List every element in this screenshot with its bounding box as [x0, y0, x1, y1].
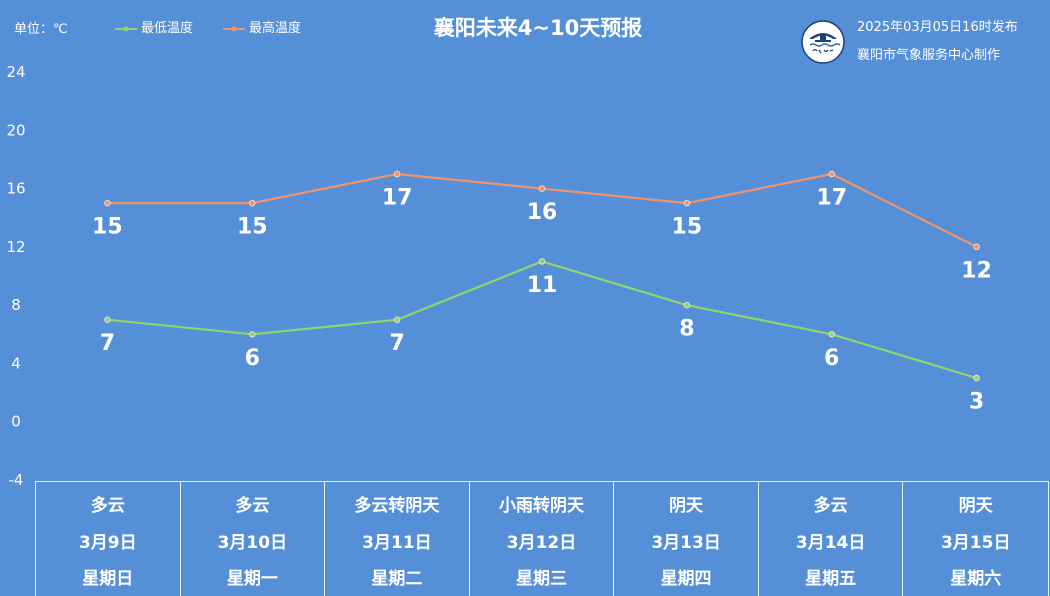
min-temp-data-label: 6 [245, 346, 260, 371]
weather-text: 阴天 [669, 496, 704, 516]
max-temp-data-label: 15 [672, 215, 703, 240]
min-temp-data-label: 7 [100, 331, 115, 356]
max-temp-data-label: 15 [237, 215, 268, 240]
legend-line-marker-icon [223, 26, 246, 32]
legend-line-marker-icon [115, 26, 137, 32]
weekday-text: 星期五 [805, 569, 857, 589]
weather-text: 多云 [90, 496, 125, 516]
chart-title: 襄阳未来4~10天预报 [433, 16, 643, 40]
legend-item-min-temp: 最低温度 [115, 20, 193, 38]
max-temp-point [538, 185, 546, 192]
publish-info: 2025年03月05日16时发布 襄阳市气象服务中心制作 [857, 14, 1018, 70]
weather-text: 多云 [813, 496, 848, 516]
weather-text: 小雨转阴天 [498, 496, 584, 516]
weather-text: 多云转阴天 [354, 496, 440, 516]
date-text: 3月14日 [795, 532, 866, 553]
legend-label-min-temp: 最低温度 [141, 21, 194, 36]
min-temp-point [249, 331, 256, 338]
weather-text: 多云 [235, 496, 270, 516]
max-temp-data-label: 17 [382, 186, 413, 211]
forecast-day-column: 多云 3月14日 星期五 [759, 482, 904, 596]
forecast-day-column: 阴天 3月13日 星期四 [614, 482, 759, 596]
weekday-text: 星期四 [660, 569, 712, 589]
y-tick-label: 16 [6, 180, 25, 198]
legend-label-max-temp: 最高温度 [249, 21, 302, 36]
weekday-text: 星期日 [82, 569, 134, 589]
min-temp-point [393, 316, 401, 323]
unit-label: 单位：℃ [14, 22, 68, 37]
min-temp-data-label: 3 [969, 390, 984, 415]
min-temp-point [683, 301, 691, 309]
date-text: 3月9日 [78, 532, 137, 553]
min-temp-point [973, 374, 980, 382]
min-temp-data-label: 11 [527, 273, 558, 298]
y-tick-label: -4 [9, 471, 24, 489]
max-temp-data-label: 16 [527, 200, 558, 225]
weather-text: 阴天 [958, 496, 993, 516]
max-temp-point [393, 170, 401, 178]
weather-service-logo [801, 20, 845, 64]
publish-time: 2025年03月05日16时发布 [857, 20, 1018, 35]
chart-legend: 最低温度 最高温度 [115, 20, 301, 38]
date-text: 3月15日 [940, 532, 1011, 553]
weekday-text: 星期二 [371, 569, 423, 589]
min-temp-data-label: 8 [679, 317, 694, 342]
forecast-day-column: 多云转阴天 3月11日 星期二 [325, 482, 470, 596]
legend-item-max-temp: 最高温度 [223, 20, 301, 38]
forecast-day-column: 小雨转阴天 3月12日 星期三 [470, 482, 615, 596]
date-text: 3月12日 [506, 532, 577, 553]
date-text: 3月13日 [651, 532, 721, 553]
max-temp-point [828, 170, 835, 178]
forecast-day-column: 多云 3月10日 星期一 [181, 482, 326, 596]
y-tick-label: 4 [11, 354, 21, 372]
max-temp-point [973, 243, 980, 251]
weekday-text: 星期六 [950, 569, 1002, 589]
max-temp-line [107, 172, 978, 248]
max-temp-data-label: 17 [816, 186, 847, 211]
weekday-text: 星期三 [515, 569, 567, 589]
forecast-table: 多云 3月9日 星期日 多云 3月10日 星期一 多云转阴天 3月11日 星期二… [35, 481, 1049, 596]
min-temp-data-label: 6 [824, 346, 839, 371]
max-temp-point [683, 199, 691, 207]
y-tick-label: 20 [6, 121, 25, 139]
producer-name: 襄阳市气象服务中心制作 [857, 48, 1001, 63]
max-temp-point [104, 199, 111, 207]
y-tick-label: 0 [11, 413, 21, 431]
y-tick-label: 24 [6, 63, 25, 81]
date-text: 3月10日 [217, 532, 288, 553]
max-temp-data-label: 15 [92, 215, 123, 240]
min-temp-point [828, 331, 835, 338]
weekday-text: 星期一 [226, 569, 278, 589]
max-temp-point [249, 199, 256, 207]
max-temp-data-label: 12 [961, 258, 992, 283]
forecast-day-column: 阴天 3月15日 星期六 [903, 482, 1048, 596]
min-temp-data-label: 7 [389, 331, 404, 356]
min-temp-point [104, 316, 111, 323]
date-text: 3月11日 [362, 532, 432, 553]
min-temp-point [538, 258, 546, 265]
forecast-day-column: 多云 3月9日 星期日 [36, 482, 181, 596]
y-tick-label: 8 [11, 296, 21, 314]
y-tick-label: 12 [6, 238, 25, 256]
min-temp-line [107, 260, 977, 380]
